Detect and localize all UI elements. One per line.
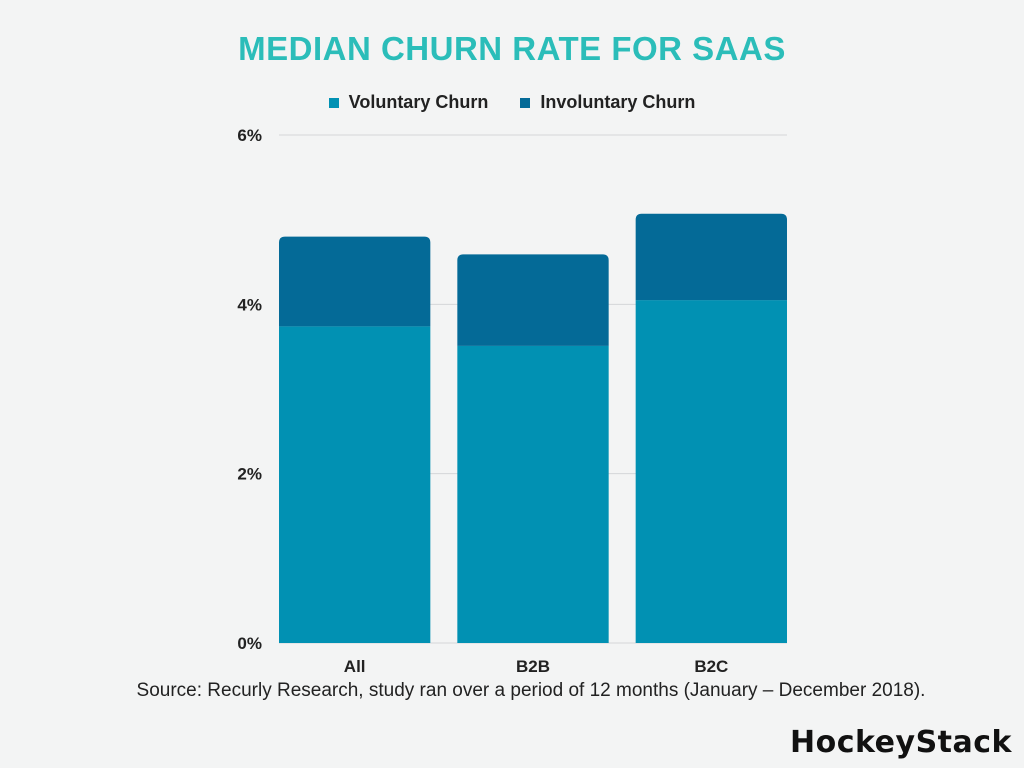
y-tick-label: 6% — [237, 126, 262, 145]
x-tick-label: All — [344, 657, 366, 676]
bar-segment-voluntary — [279, 326, 431, 643]
y-tick-label: 0% — [237, 634, 262, 653]
legend-item-voluntary: Voluntary Churn — [328, 92, 489, 113]
legend-swatch-voluntary — [328, 97, 339, 108]
legend-swatch-involuntary — [520, 97, 531, 108]
x-tick-label: B2C — [694, 657, 728, 676]
y-tick-label: 2% — [237, 465, 262, 484]
legend-item-involuntary: Involuntary Churn — [520, 92, 695, 113]
chart-title: MEDIAN CHURN RATE FOR SAAS — [238, 30, 786, 67]
bar-segment-involuntary — [635, 213, 787, 301]
source-note: Source: Recurly Research, study ran over… — [136, 680, 926, 701]
legend-label-involuntary: Involuntary Churn — [540, 92, 696, 112]
x-tick-label: B2B — [516, 657, 550, 676]
bar-segment-involuntary — [279, 236, 431, 327]
y-tick-label: 4% — [237, 295, 262, 314]
chart-legend: Voluntary Churn Involuntary Churn — [0, 92, 1024, 113]
legend-label-voluntary: Voluntary Churn — [348, 92, 489, 112]
brand-logo: HockeyStack — [790, 725, 1012, 760]
bar-segment-voluntary — [457, 345, 609, 643]
bar-segment-involuntary — [457, 254, 609, 346]
bar-segment-voluntary — [635, 300, 787, 643]
